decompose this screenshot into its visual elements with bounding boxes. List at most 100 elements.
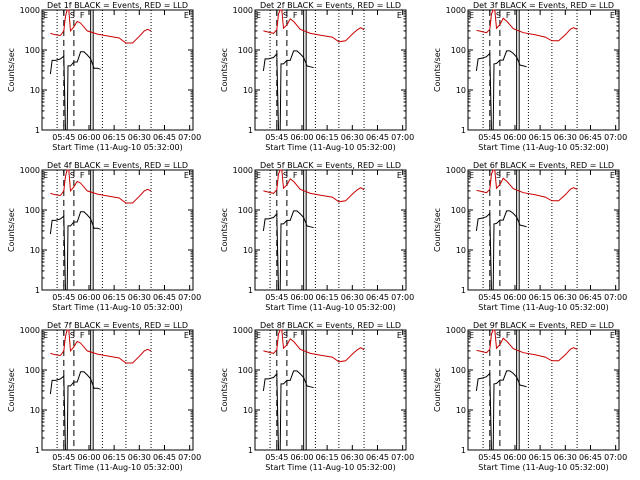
x-tick-label: 06:45 bbox=[579, 133, 602, 142]
series-line-events bbox=[475, 50, 527, 131]
event-marker-label: E bbox=[256, 171, 261, 180]
y-tick-label: 10 bbox=[30, 406, 40, 415]
y-tick-label: 1000 bbox=[233, 6, 253, 15]
plot-frame bbox=[467, 169, 620, 291]
plot-frame bbox=[467, 9, 620, 131]
x-tick-label: 06:15 bbox=[316, 293, 339, 302]
x-tick-label: 06:45 bbox=[579, 293, 602, 302]
x-tick-label: 06:30 bbox=[341, 453, 364, 462]
y-tick-label: 10 bbox=[456, 86, 466, 95]
x-tick-label: 06:30 bbox=[341, 133, 364, 142]
panel-title: Det 8f BLACK = Events, RED = LLD bbox=[260, 321, 401, 330]
series-line-events bbox=[262, 50, 314, 131]
y-tick-label: 100 bbox=[238, 366, 253, 375]
y-axis-label: Counts/sec bbox=[7, 368, 16, 412]
x-tick-label: 07:00 bbox=[391, 133, 414, 142]
event-marker-label: F bbox=[293, 171, 298, 180]
y-tick-label: 1000 bbox=[233, 326, 253, 335]
event-marker-label: E bbox=[184, 171, 189, 180]
y-axis-label: Counts/sec bbox=[7, 48, 16, 92]
x-axis-label: Start Time (11-Aug-10 05:32:00) bbox=[52, 143, 183, 152]
x-tick-label: 07:00 bbox=[604, 133, 627, 142]
detector-panel-2: Det 2f BLACK = Events, RED = LLD 1 10 100 10… bbox=[220, 1, 414, 152]
x-tick-label: 07:00 bbox=[391, 293, 414, 302]
series-line-events bbox=[475, 370, 527, 451]
y-tick-label: 10 bbox=[456, 406, 466, 415]
y-tick-label: 1 bbox=[461, 286, 466, 295]
detector-panel-3: Det 3f BLACK = Events, RED = LLD 1 10 100 10… bbox=[433, 1, 627, 152]
event-marker-label: F bbox=[80, 331, 85, 340]
y-axis-label: Counts/sec bbox=[433, 48, 442, 92]
event-marker-label: E bbox=[43, 11, 48, 20]
plot-frame bbox=[41, 9, 194, 131]
event-marker-label: E bbox=[256, 331, 261, 340]
x-tick-label: 05:45 bbox=[478, 133, 501, 142]
series-line-lld bbox=[50, 169, 152, 204]
x-tick-label: 06:15 bbox=[529, 293, 552, 302]
event-marker-label: S bbox=[496, 11, 501, 20]
x-tick-label: 06:15 bbox=[316, 133, 339, 142]
x-tick-label: 07:00 bbox=[604, 293, 627, 302]
event-marker-label: E bbox=[43, 331, 48, 340]
x-tick-label: 07:00 bbox=[178, 133, 201, 142]
x-axis-label: Start Time (11-Aug-10 05:32:00) bbox=[478, 463, 609, 472]
series-line-events bbox=[49, 51, 101, 131]
event-marker-label: E bbox=[184, 331, 189, 340]
event-marker-label: F bbox=[80, 171, 85, 180]
panel-title: Det 2f BLACK = Events, RED = LLD bbox=[260, 1, 401, 10]
detector-panel-5: Det 5f BLACK = Events, RED = LLD 1 10 100 10… bbox=[220, 161, 414, 312]
event-marker-label: E bbox=[43, 171, 48, 180]
event-marker-label: E bbox=[397, 331, 402, 340]
y-tick-label: 100 bbox=[451, 46, 466, 55]
panel-title: Det 4f BLACK = Events, RED = LLD bbox=[47, 161, 188, 170]
event-marker-label: F bbox=[506, 171, 511, 180]
plot-frame bbox=[254, 169, 407, 291]
event-marker-label: E bbox=[397, 171, 402, 180]
x-tick-label: 05:45 bbox=[52, 133, 75, 142]
panel-title: Det 5f BLACK = Events, RED = LLD bbox=[260, 161, 401, 170]
x-tick-label: 07:00 bbox=[178, 453, 201, 462]
x-axis-label: Start Time (11-Aug-10 05:32:00) bbox=[52, 463, 183, 472]
x-axis-label: Start Time (11-Aug-10 05:32:00) bbox=[52, 303, 183, 312]
y-tick-label: 10 bbox=[243, 406, 253, 415]
x-tick-label: 06:30 bbox=[554, 133, 577, 142]
x-axis-label: Start Time (11-Aug-10 05:32:00) bbox=[265, 303, 396, 312]
series-line-lld bbox=[263, 169, 365, 203]
event-marker-label: E bbox=[610, 11, 615, 20]
x-tick-label: 06:30 bbox=[128, 133, 151, 142]
y-axis-label: Counts/sec bbox=[220, 48, 229, 92]
event-marker-label: S bbox=[70, 11, 75, 20]
x-tick-label: 06:15 bbox=[529, 453, 552, 462]
event-marker-label: E bbox=[397, 11, 402, 20]
x-tick-label: 06:00 bbox=[503, 133, 526, 142]
series-line-lld bbox=[476, 169, 578, 202]
y-tick-label: 1000 bbox=[446, 166, 466, 175]
event-marker-label: S bbox=[283, 11, 288, 20]
plot-frame bbox=[41, 329, 194, 451]
event-marker-label: E bbox=[469, 171, 474, 180]
detector-panel-7: Det 7f BLACK = Events, RED = LLD 1 10 100 10… bbox=[7, 321, 201, 472]
panel-title: Det 3f BLACK = Events, RED = LLD bbox=[473, 1, 614, 10]
plot-frame bbox=[254, 329, 407, 451]
detector-panel-9: Det 9f BLACK = Events, RED = LLD 1 10 100 10… bbox=[433, 321, 627, 472]
series-line-events bbox=[49, 371, 101, 451]
y-axis-label: Counts/sec bbox=[433, 368, 442, 412]
y-tick-label: 100 bbox=[238, 46, 253, 55]
series-line-lld bbox=[263, 329, 365, 363]
x-axis-label: Start Time (11-Aug-10 05:32:00) bbox=[265, 463, 396, 472]
series-line-lld bbox=[50, 329, 152, 364]
panel-title: Det 1f BLACK = Events, RED = LLD bbox=[47, 1, 188, 10]
y-axis-label: Counts/sec bbox=[433, 208, 442, 252]
plot-frame bbox=[254, 9, 407, 131]
x-tick-label: 06:00 bbox=[77, 453, 100, 462]
detector-panel-6: Det 6f BLACK = Events, RED = LLD 1 10 100 10… bbox=[433, 161, 627, 312]
event-marker-label: S bbox=[283, 331, 288, 340]
panel-title: Det 9f BLACK = Events, RED = LLD bbox=[473, 321, 614, 330]
x-axis-label: Start Time (11-Aug-10 05:32:00) bbox=[478, 143, 609, 152]
event-marker-label: F bbox=[80, 11, 85, 20]
x-tick-label: 05:45 bbox=[265, 453, 288, 462]
y-tick-label: 100 bbox=[238, 206, 253, 215]
y-tick-label: 1 bbox=[248, 446, 253, 455]
x-tick-label: 06:15 bbox=[103, 133, 126, 142]
event-marker-label: S bbox=[70, 171, 75, 180]
